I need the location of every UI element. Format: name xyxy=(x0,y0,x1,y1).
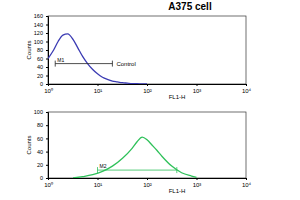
x-tick-label: 10¹ xyxy=(94,182,103,188)
y-tick-label: 100 xyxy=(34,39,43,45)
y-tick: 0 xyxy=(40,81,48,87)
y-tick-label: 100 xyxy=(34,109,43,115)
x-tick-label: 10³ xyxy=(193,88,202,94)
y-axis-line xyxy=(46,17,49,85)
y-tick-label: 160 xyxy=(34,13,43,19)
y-axis: 0 20 40 60 80 100 120 140 160 xyxy=(34,13,49,87)
y-tick-label: 40 xyxy=(37,149,43,155)
histogram-line xyxy=(73,137,196,178)
x-axis-line xyxy=(49,85,247,87)
y-tick-label: 60 xyxy=(37,136,43,142)
y-tick-label: 0 xyxy=(40,81,43,87)
x-tick-label: 10² xyxy=(143,88,152,94)
y-tick-label: 60 xyxy=(37,56,43,62)
x-tick-label: 10² xyxy=(143,182,152,188)
x-tick-mark xyxy=(98,84,99,86)
y-tick-mark xyxy=(46,33,48,34)
x-tick: 10³ xyxy=(193,178,202,188)
panel: A375 cell 10⁰ 10¹ 10² 10³ 10⁴ 0 20 40 60 80 100 120 1… xyxy=(26,1,252,100)
x-tick: 10⁴ xyxy=(242,178,252,188)
y-tick-label: 120 xyxy=(34,30,43,36)
plot-frame xyxy=(48,16,246,84)
y-tick: 100 xyxy=(34,109,48,115)
gate-marker xyxy=(98,167,177,173)
y-tick: 160 xyxy=(34,13,48,19)
x-axis-title: FL1-H xyxy=(169,94,186,100)
y-tick-mark xyxy=(46,84,48,85)
y-tick: 80 xyxy=(37,122,48,128)
y-tick-mark xyxy=(46,138,48,139)
x-axis-line xyxy=(49,179,247,181)
x-tick-label: 10⁴ xyxy=(242,182,252,188)
x-tick-mark xyxy=(147,84,148,86)
y-tick: 60 xyxy=(37,136,48,142)
x-tick-mark xyxy=(246,178,247,180)
y-tick: 20 xyxy=(37,162,48,168)
y-tick-mark xyxy=(46,25,48,26)
y-tick: 140 xyxy=(34,22,48,28)
y-tick-label: 80 xyxy=(37,47,43,53)
y-tick-mark xyxy=(46,178,48,179)
y-tick-mark xyxy=(46,125,48,126)
panel: 10⁰ 10¹ 10² 10³ 10⁴ 0 20 40 60 80 100 FL1-H Counts M2 xyxy=(26,109,252,194)
y-tick: 80 xyxy=(37,47,48,53)
x-tick: 10¹ xyxy=(94,84,103,94)
y-tick: 100 xyxy=(34,39,48,45)
x-tick: 10⁰ xyxy=(44,178,53,188)
y-tick-mark xyxy=(46,50,48,51)
title: A375 cell xyxy=(168,1,212,12)
y-tick-mark xyxy=(46,16,48,17)
y-tick-label: 140 xyxy=(34,22,43,28)
annotation: Control xyxy=(116,61,135,67)
y-tick-label: 20 xyxy=(37,73,43,79)
x-tick-mark xyxy=(98,178,99,180)
x-tick: 10² xyxy=(143,178,152,188)
plot-area xyxy=(73,137,196,178)
x-tick-label: 10⁰ xyxy=(44,87,53,94)
y-axis: 0 20 40 60 80 100 xyxy=(34,109,49,181)
x-tick: 10³ xyxy=(193,84,202,94)
y-axis-title: Counts xyxy=(26,135,32,154)
x-axis-title: FL1-H xyxy=(169,188,186,194)
y-tick-mark xyxy=(46,42,48,43)
x-tick: 10⁴ xyxy=(242,84,252,94)
y-axis-title: Counts xyxy=(26,40,32,59)
y-tick: 40 xyxy=(37,64,48,70)
x-tick-label: 10⁰ xyxy=(44,181,53,188)
y-tick-mark xyxy=(46,67,48,68)
figure: A375 cell 10⁰ 10¹ 10² 10³ 10⁴ 0 20 40 60 80 100 120 1… xyxy=(0,0,300,200)
x-tick: 10² xyxy=(143,84,152,94)
y-tick: 60 xyxy=(37,56,48,62)
x-tick-mark xyxy=(147,178,148,180)
y-tick-mark xyxy=(46,59,48,60)
y-tick: 20 xyxy=(37,73,48,79)
plot-area xyxy=(48,34,147,84)
gate-label: M1 xyxy=(57,57,64,63)
y-axis-line xyxy=(46,113,49,179)
x-tick-label: 10⁴ xyxy=(242,88,252,94)
histogram-line xyxy=(48,34,147,84)
y-tick-label: 0 xyxy=(40,175,43,181)
x-axis: 10⁰ 10¹ 10² 10³ 10⁴ xyxy=(44,84,251,94)
x-tick-label: 10¹ xyxy=(94,88,103,94)
y-tick-mark xyxy=(46,76,48,77)
y-tick-mark xyxy=(46,152,48,153)
x-tick: 10¹ xyxy=(94,178,103,188)
x-tick-label: 10³ xyxy=(193,182,202,188)
y-tick-label: 40 xyxy=(37,64,43,70)
x-tick-mark xyxy=(197,84,198,86)
x-axis: 10⁰ 10¹ 10² 10³ 10⁴ xyxy=(44,178,251,188)
y-tick: 0 xyxy=(40,175,48,181)
y-tick: 120 xyxy=(34,30,48,36)
gate-label: M2 xyxy=(100,163,107,169)
y-tick-mark xyxy=(46,165,48,166)
x-tick: 10⁰ xyxy=(44,84,53,94)
x-tick-mark xyxy=(197,178,198,180)
x-tick-mark xyxy=(246,84,247,86)
y-tick-mark xyxy=(46,112,48,113)
y-tick-label: 20 xyxy=(37,162,43,168)
y-tick-label: 80 xyxy=(37,122,43,128)
plot-frame xyxy=(48,112,246,178)
y-tick: 40 xyxy=(37,149,48,155)
